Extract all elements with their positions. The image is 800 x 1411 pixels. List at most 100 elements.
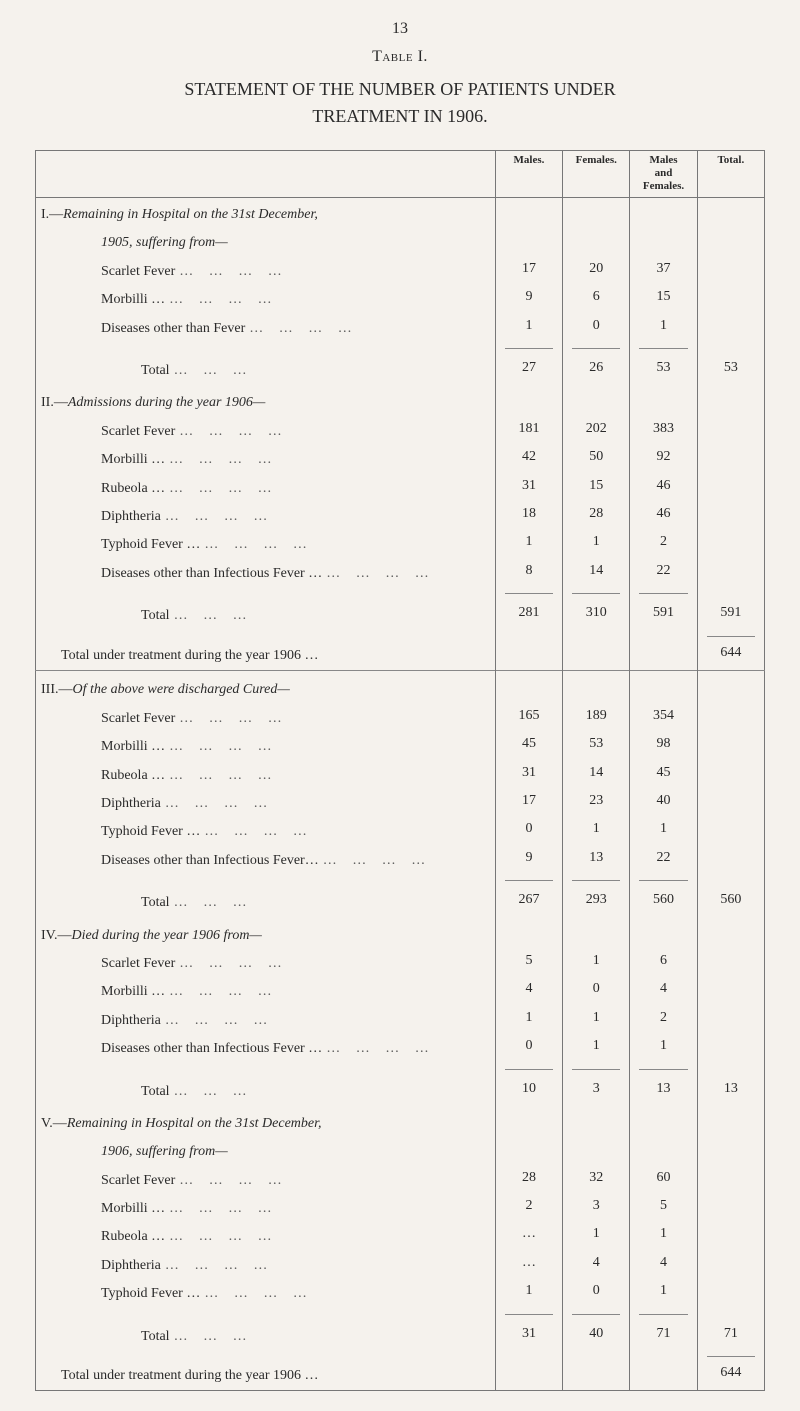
cell-males: 181 [495,418,562,446]
cell-mf: 4 [630,978,697,1006]
table-row: Morbilli …… … … …455398 [36,733,765,761]
cell-males: 18 [495,503,562,531]
table-row: Diphtheria… … … …112 [36,1007,765,1035]
table-row: Morbilli …… … … …235 [36,1195,765,1223]
desc-cell: Rubeola …… … … … [36,475,496,503]
cell-females: 20 [563,258,630,286]
title-line-1: STATEMENT OF THE NUMBER OF PATIENTS UNDE… [184,79,615,99]
total-males: 31 [495,1320,562,1351]
table-row: Diseases other than Infectious Fever …… … [36,1035,765,1063]
desc-cell: Scarlet Fever… … … … [36,1167,496,1195]
cell-females: 1 [563,531,630,559]
cell-mf: 92 [630,446,697,474]
table-row: Scarlet Fever… … … …172037 [36,258,765,286]
desc-cell: III.—Of the above were discharged Cured— [36,676,496,704]
cell-mf: 383 [630,418,697,446]
cell-females: 1 [563,818,630,846]
cell-males: 1 [495,315,562,343]
cell-females: 32 [563,1167,630,1195]
cell-mf: 2 [630,531,697,559]
cell-males: … [495,1252,562,1280]
desc-cell: Total… … … [36,1075,496,1106]
cell-females: 202 [563,418,630,446]
cell-mf: 98 [630,733,697,761]
cell-males: 165 [495,705,562,733]
desc-cell: Typhoid Fever …… … … … [36,818,496,846]
grand-total-row: Total under treatment during the year 19… [36,1362,765,1391]
total-mf: 13 [630,1075,697,1106]
cell-males: 45 [495,733,562,761]
table-row: Scarlet Fever… … … …283260 [36,1167,765,1195]
header-males-females: Males and Females. [630,151,697,198]
total-mf: 53 [630,354,697,385]
cell-females: 6 [563,286,630,314]
section-heading-row: V.—Remaining in Hospital on the 31st Dec… [36,1110,765,1138]
desc-cell: Morbilli …… … … … [36,286,496,314]
cell-males: 8 [495,560,562,588]
table-row: Typhoid Fever …… … … …011 [36,818,765,846]
desc-cell: Diseases other than Fever… … … … [36,315,496,343]
desc-cell: IV.—Died during the year 1906 from— [36,922,496,950]
desc-cell: Morbilli …… … … … [36,733,496,761]
table-row: Rubeola …… … … …311445 [36,762,765,790]
desc-cell: Total… … … [36,886,496,917]
section-total-row: Total… … …281310591591 [36,599,765,630]
table-row: Diphtheria… … … ……44 [36,1252,765,1280]
table-row: Morbilli …… … … …404 [36,978,765,1006]
desc-cell: Diphtheria… … … … [36,790,496,818]
desc-cell: Diseases other than Infectious Fever …… … [36,1035,496,1063]
cell-males: 2 [495,1195,562,1223]
total-all: 71 [697,1320,764,1351]
cell-females: 53 [563,733,630,761]
desc-cell: Scarlet Fever… … … … [36,258,496,286]
desc-cell: Total… … … [36,599,496,630]
desc-cell: Scarlet Fever… … … … [36,705,496,733]
grand-total: 644 [697,1362,764,1391]
statement-table: Males. Females. Males and Females. Total… [35,150,765,1391]
cell-males: 5 [495,950,562,978]
desc-cell: Scarlet Fever… … … … [36,950,496,978]
table-row: Diseases other than Infectious Fever…… …… [36,847,765,875]
table-row: Rubeola …… … … ……11 [36,1223,765,1251]
total-females: 293 [563,886,630,917]
cell-mf: 22 [630,560,697,588]
title-line-2: TREATMENT IN 1906. [312,106,487,126]
cell-mf: 5 [630,1195,697,1223]
table-label: Table I. [35,48,765,66]
desc-cell: Diphtheria… … … … [36,1007,496,1035]
total-males: 267 [495,886,562,917]
cell-females: 0 [563,315,630,343]
section-subheading-row: 1906, suffering from— [36,1138,765,1166]
desc-cell: Diphtheria… … … … [36,1252,496,1280]
cell-males: … [495,1223,562,1251]
grand-total-row: Total under treatment during the year 19… [36,642,765,671]
cell-males: 31 [495,475,562,503]
cell-mf: 1 [630,1223,697,1251]
table-row: Rubeola …… … … …311546 [36,475,765,503]
table-row: Scarlet Fever… … … …181202383 [36,418,765,446]
total-females: 26 [563,354,630,385]
section-heading-row: I.—Remaining in Hospital on the 31st Dec… [36,201,765,229]
cell-females: 1 [563,1007,630,1035]
cell-females: 14 [563,560,630,588]
table-row: Scarlet Fever… … … …165189354 [36,705,765,733]
total-males: 10 [495,1075,562,1106]
cell-mf: 6 [630,950,697,978]
section-total-row: Total… … …1031313 [36,1075,765,1106]
cell-females: 0 [563,1280,630,1308]
cell-mf: 45 [630,762,697,790]
cell-females: 1 [563,1223,630,1251]
total-all: 560 [697,886,764,917]
cell-mf: 354 [630,705,697,733]
cell-females: 50 [563,446,630,474]
desc-cell: Diseases other than Infectious Fever …… … [36,560,496,588]
rule-row [36,631,765,642]
cell-mf: 60 [630,1167,697,1195]
desc-cell: Typhoid Fever …… … … … [36,1280,496,1308]
cell-mf: 22 [630,847,697,875]
cell-males: 28 [495,1167,562,1195]
desc-cell: Diphtheria… … … … [36,503,496,531]
table-row: Scarlet Fever… … … …516 [36,950,765,978]
page-number: 13 [35,20,765,38]
desc-cell: Morbilli …… … … … [36,978,496,1006]
